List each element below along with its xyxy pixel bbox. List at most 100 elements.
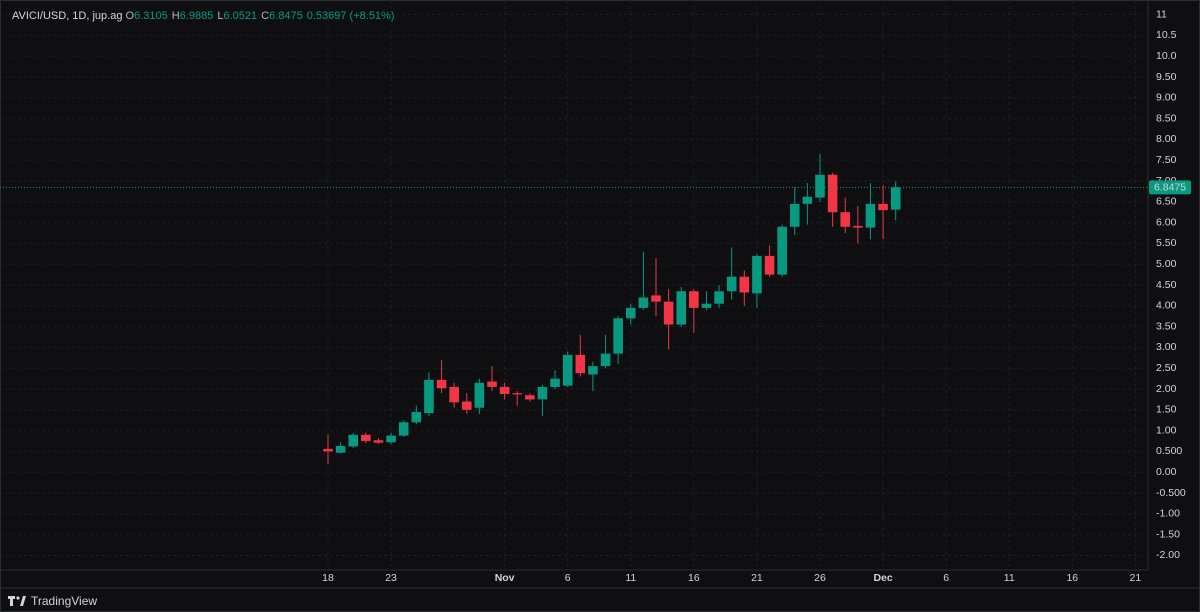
candle-body xyxy=(815,174,825,198)
candle-body xyxy=(764,255,775,275)
ohlc-letter: L xyxy=(217,10,224,22)
candle-body xyxy=(865,203,876,228)
y-tick-label: 3.00 xyxy=(1156,341,1177,353)
x-tick-label: 16 xyxy=(688,572,700,584)
candle-body xyxy=(537,386,548,400)
candle-body xyxy=(348,434,359,447)
y-tick-label: -0.500 xyxy=(1156,487,1186,499)
candle-body xyxy=(789,203,800,227)
y-tick-label: 9.00 xyxy=(1156,92,1177,104)
y-tick-label: 2.00 xyxy=(1156,383,1177,395)
brand-name: TradingView xyxy=(31,594,98,608)
candle-body xyxy=(386,435,396,443)
ohlc-letter: C xyxy=(261,10,270,22)
candle-body xyxy=(449,386,459,403)
x-tick-label: 6 xyxy=(943,572,949,584)
candle-body xyxy=(739,276,750,293)
candle-body xyxy=(802,196,813,204)
y-tick-label: 9.50 xyxy=(1156,71,1177,83)
candle-body xyxy=(525,395,535,400)
y-tick-label: 8.50 xyxy=(1156,112,1177,124)
x-tick-label: Dec xyxy=(873,572,892,584)
candle-body xyxy=(701,303,712,308)
y-tick-label: -1.00 xyxy=(1156,508,1180,520)
y-tick-label: 4.50 xyxy=(1156,279,1177,291)
change-value: 0.53697 (+8.51%) xyxy=(306,10,395,22)
y-tick-label: 4.00 xyxy=(1156,300,1177,312)
y-tick-label: 0.00 xyxy=(1156,466,1177,478)
candle-body xyxy=(550,378,560,387)
y-tick-label: -1.50 xyxy=(1156,528,1180,540)
candle-body xyxy=(651,295,661,302)
candle-body xyxy=(588,366,598,375)
candle-body xyxy=(853,225,863,228)
candle-body xyxy=(827,174,838,213)
candle-body xyxy=(487,381,497,387)
ohlc-letter: O xyxy=(125,10,135,22)
candle-body xyxy=(752,255,762,294)
candle-body xyxy=(575,354,586,374)
candle-body xyxy=(714,291,724,304)
candle-body xyxy=(600,353,611,367)
price-label-bg xyxy=(1149,180,1191,195)
candle-body xyxy=(878,203,888,211)
y-tick-label: 5.50 xyxy=(1156,237,1177,249)
y-tick-label: 11 xyxy=(1156,8,1167,20)
high-value: 6.9885 xyxy=(179,10,214,22)
candle-body xyxy=(411,411,422,423)
candle-body xyxy=(474,382,485,408)
y-tick-label: 2.50 xyxy=(1156,362,1177,374)
candle-body xyxy=(373,440,384,443)
candle-body xyxy=(335,446,346,453)
candle-body xyxy=(323,448,333,452)
candle-body xyxy=(726,276,737,292)
candle-body xyxy=(890,187,901,210)
candle-body xyxy=(663,301,674,325)
candle-body xyxy=(361,434,371,442)
candle-body xyxy=(676,291,687,325)
y-tick-label: 0.500 xyxy=(1156,445,1182,457)
candle-body xyxy=(436,379,447,389)
x-tick-label: Nov xyxy=(495,572,515,584)
x-tick-label: 11 xyxy=(1004,572,1015,584)
logo xyxy=(8,596,26,606)
y-tick-label: 10.0 xyxy=(1156,50,1177,62)
candle-body xyxy=(613,318,623,354)
y-tick-label: 5.00 xyxy=(1156,258,1177,270)
candle-body xyxy=(398,422,409,436)
y-tick-label: 6.50 xyxy=(1156,196,1177,208)
symbol-title: AVICI/USD, 1D, jup.ag xyxy=(12,10,123,22)
price-label: 6.8475 xyxy=(1154,182,1186,194)
ohlc-letter: H xyxy=(171,10,180,22)
y-tick-label: -2.00 xyxy=(1156,549,1180,561)
y-tick-label: 7.50 xyxy=(1156,154,1177,166)
candle-body xyxy=(461,401,472,410)
low-value: 6.0521 xyxy=(223,10,258,22)
candle-body xyxy=(499,386,510,395)
candle-body xyxy=(638,297,649,308)
x-tick-label: 11 xyxy=(625,572,636,584)
legend-header: AVICI/USD, 1D, jup.ag O6.3105 H6.9885 L6.0… xyxy=(12,10,399,22)
candle-body xyxy=(689,291,699,308)
x-tick-label: 21 xyxy=(751,572,763,584)
candle-body xyxy=(512,393,523,395)
y-tick-label: 1.00 xyxy=(1156,424,1177,436)
x-tick-label: 26 xyxy=(814,572,826,584)
y-tick-label: 10.5 xyxy=(1156,29,1177,41)
candle-body xyxy=(777,226,787,275)
x-tick-label: 6 xyxy=(565,572,571,584)
branding[interactable]: TradingView xyxy=(8,594,97,608)
x-tick-label: 21 xyxy=(1130,572,1142,584)
candle-body xyxy=(562,354,573,386)
y-tick-label: 8.00 xyxy=(1156,133,1177,145)
open-value: 6.3105 xyxy=(134,10,168,22)
close-value: 6.8475 xyxy=(269,10,303,22)
y-tick-label: 1.50 xyxy=(1156,404,1177,416)
candle-body xyxy=(840,212,851,227)
y-tick-label: 6.00 xyxy=(1156,216,1177,228)
x-tick-label: 16 xyxy=(1066,572,1078,584)
candle-body xyxy=(625,307,636,319)
x-tick-label: 23 xyxy=(385,572,397,584)
x-tick-label: 18 xyxy=(322,572,334,584)
